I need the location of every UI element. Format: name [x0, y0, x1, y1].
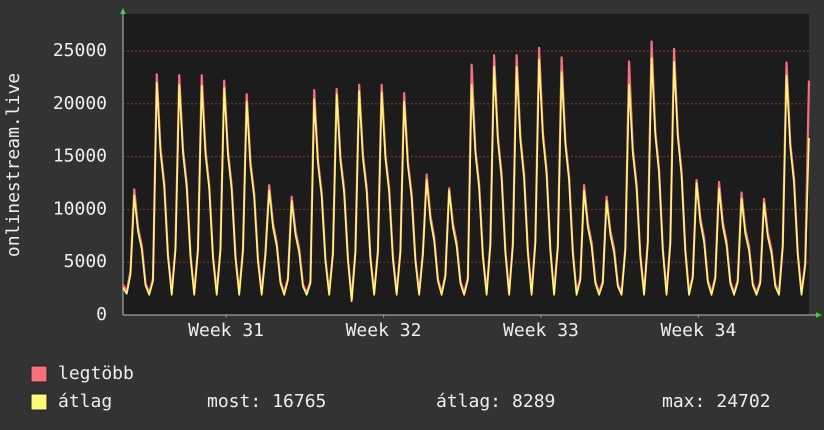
y-tick-label: 25000 — [53, 40, 107, 61]
legend-label: legtöbb — [58, 363, 134, 384]
axis-arrow — [816, 312, 822, 318]
y-tick-label: 0 — [96, 304, 107, 325]
y-tick-label: 5000 — [64, 251, 107, 272]
y-axis-label: onlinestream.live — [3, 73, 24, 257]
y-tick-label: 15000 — [53, 146, 107, 167]
x-tick-label: Week 31 — [188, 320, 264, 341]
y-tick-label: 20000 — [53, 93, 107, 114]
x-tick-label: Week 32 — [346, 320, 422, 341]
stat: most: 16765 — [207, 391, 326, 412]
legend-swatch — [30, 393, 48, 411]
stat-label: átlag: — [436, 391, 501, 412]
stat-value: 8289 — [512, 391, 555, 412]
series-line — [122, 57, 810, 303]
stat-value: 24702 — [716, 391, 770, 412]
stat-label: max: — [662, 391, 705, 412]
x-tick-label: Week 33 — [503, 320, 579, 341]
y-tick-label: 10000 — [53, 198, 107, 219]
x-tick-label: Week 34 — [660, 320, 736, 341]
stat-label: most: — [207, 391, 261, 412]
legend-swatch — [30, 365, 48, 383]
stat: max: 24702 — [662, 391, 771, 412]
legend-label: átlag — [58, 391, 112, 412]
stat-value: 16765 — [272, 391, 326, 412]
stat: átlag: 8289 — [436, 391, 555, 412]
